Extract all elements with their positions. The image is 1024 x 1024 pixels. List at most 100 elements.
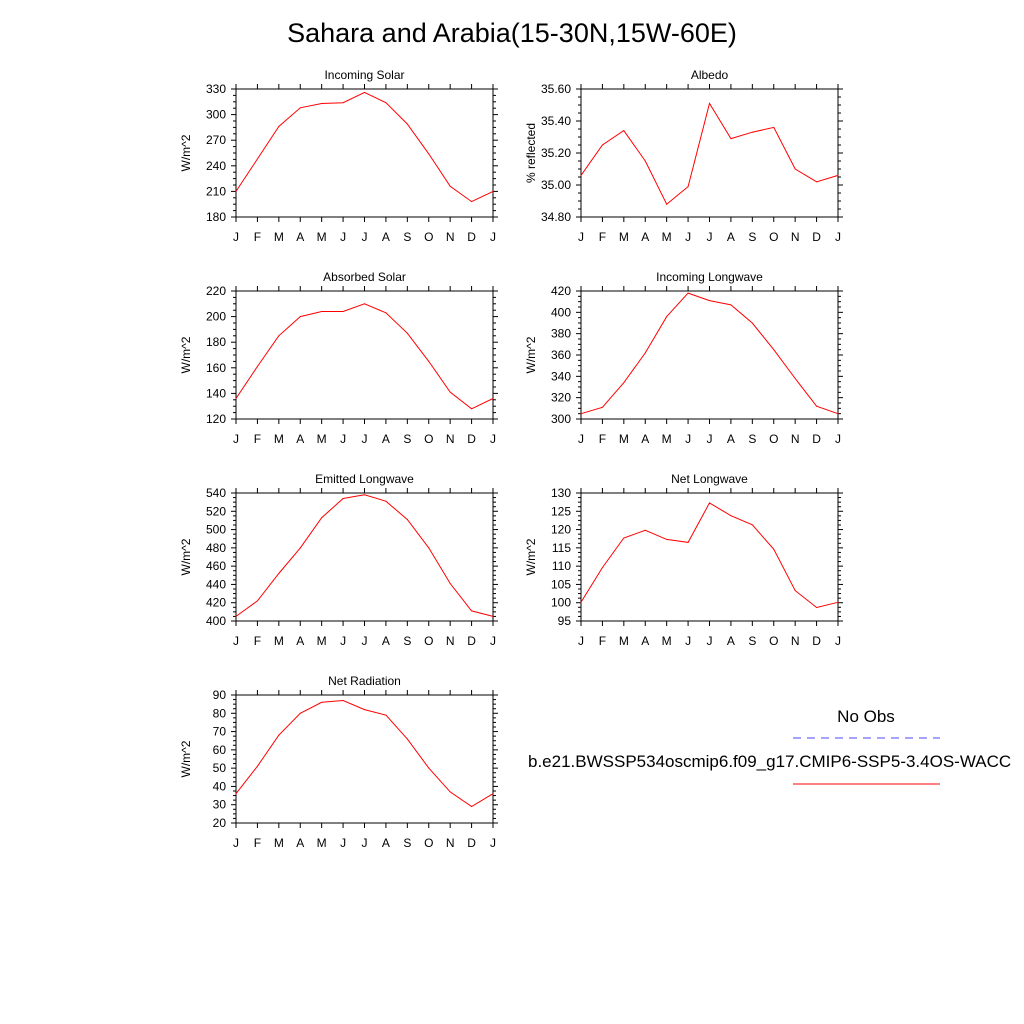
data-point (687, 292, 689, 294)
data-point (730, 515, 732, 517)
x-tick-label: J (340, 432, 346, 446)
panel-title: Net Longwave (671, 472, 748, 486)
y-tick-label: 330 (206, 82, 226, 96)
data-point (623, 537, 625, 539)
data-point (471, 201, 473, 203)
data-point (235, 190, 237, 192)
data-point (580, 413, 582, 415)
data-point (299, 712, 301, 714)
data-point (406, 332, 408, 334)
data-point (709, 300, 710, 302)
x-tick-label: F (599, 634, 606, 648)
data-point (235, 398, 237, 400)
panel-title: Incoming Longwave (656, 270, 763, 284)
x-tick-label: M (317, 836, 327, 850)
data-point (235, 615, 237, 617)
y-tick-label: 130 (551, 486, 571, 500)
y-tick-label: 125 (551, 504, 571, 518)
x-tick-label: J (490, 230, 496, 244)
panel-albedo: Albedo % reflected 34.80 35.00 35.20 35.40 35.… (524, 68, 843, 244)
x-tick-label: J (233, 230, 239, 244)
data-point (492, 793, 494, 795)
x-tick-label: A (296, 432, 304, 446)
data-point (342, 699, 344, 701)
data-point (580, 174, 582, 176)
y-tick-label: 180 (206, 335, 226, 349)
x-tick-label: S (403, 432, 411, 446)
x-tick-label: N (446, 230, 455, 244)
y-tick-label: 30 (213, 798, 227, 812)
data-point (299, 107, 301, 109)
data-point (816, 181, 818, 183)
x-tick-label: M (619, 432, 629, 446)
x-tick-label: J (578, 230, 584, 244)
x-tick-label: S (748, 230, 756, 244)
x-tick-label: M (317, 230, 327, 244)
y-tick-label: 340 (551, 369, 571, 383)
y-tick-label: 80 (213, 706, 227, 720)
x-tick-label: A (641, 432, 649, 446)
data-point (321, 701, 323, 703)
x-tick-label: S (748, 432, 756, 446)
x-tick-label: J (490, 836, 496, 850)
y-tick-label: 35.20 (541, 146, 571, 160)
data-point (385, 312, 387, 314)
x-tick-label: O (769, 634, 778, 648)
x-tick-label: J (685, 634, 691, 648)
x-tick-label: N (791, 634, 800, 648)
x-tick-label: J (835, 432, 841, 446)
x-tick-label: J (340, 634, 346, 648)
x-tick-label: J (362, 836, 368, 850)
x-tick-label: J (578, 432, 584, 446)
x-tick-label: J (362, 432, 368, 446)
data-point (342, 310, 344, 312)
data-point (299, 547, 301, 549)
x-tick-label: N (791, 432, 800, 446)
y-tick-label: 105 (551, 577, 571, 591)
y-axis-label: W/m^2 (179, 134, 193, 171)
data-point (601, 567, 603, 569)
y-tick-label: 420 (551, 284, 571, 298)
x-tick-label: J (707, 432, 713, 446)
x-tick-label: J (362, 230, 368, 244)
y-axis-label: W/m^2 (179, 538, 193, 575)
x-tick-label: J (835, 634, 841, 648)
x-tick-label: F (254, 230, 261, 244)
y-tick-label: 460 (206, 559, 226, 573)
data-point (730, 304, 732, 306)
y-tick-label: 115 (552, 541, 571, 555)
data-point (256, 600, 258, 602)
x-tick-label: N (446, 836, 455, 850)
x-tick-label: A (727, 230, 735, 244)
x-tick-label: O (424, 634, 433, 648)
data-point (751, 524, 753, 526)
data-point (816, 606, 818, 608)
y-tick-label: 380 (551, 327, 571, 341)
y-tick-label: 220 (206, 284, 226, 298)
x-tick-label: F (599, 432, 606, 446)
x-tick-label: M (274, 432, 284, 446)
data-point (235, 793, 237, 795)
data-point (256, 158, 258, 160)
x-tick-label: A (296, 634, 304, 648)
y-tick-label: 540 (206, 486, 226, 500)
data-point (794, 168, 796, 170)
data-point (623, 382, 625, 384)
y-axis-label: % reflected (524, 123, 538, 183)
x-tick-label: D (467, 432, 476, 446)
data-point (256, 765, 258, 767)
data-point (623, 130, 625, 132)
x-tick-label: N (446, 634, 455, 648)
x-tick-label: D (467, 836, 476, 850)
data-point (449, 583, 451, 585)
y-tick-label: 60 (213, 743, 227, 757)
data-point (385, 714, 387, 716)
main-title: Sahara and Arabia(15-30N,15W-60E) (287, 18, 737, 48)
data-point (773, 126, 775, 128)
y-tick-label: 400 (551, 305, 571, 319)
data-point (406, 123, 408, 125)
data-point (278, 126, 280, 128)
y-axis-label: W/m^2 (524, 538, 538, 575)
data-point (794, 590, 796, 592)
